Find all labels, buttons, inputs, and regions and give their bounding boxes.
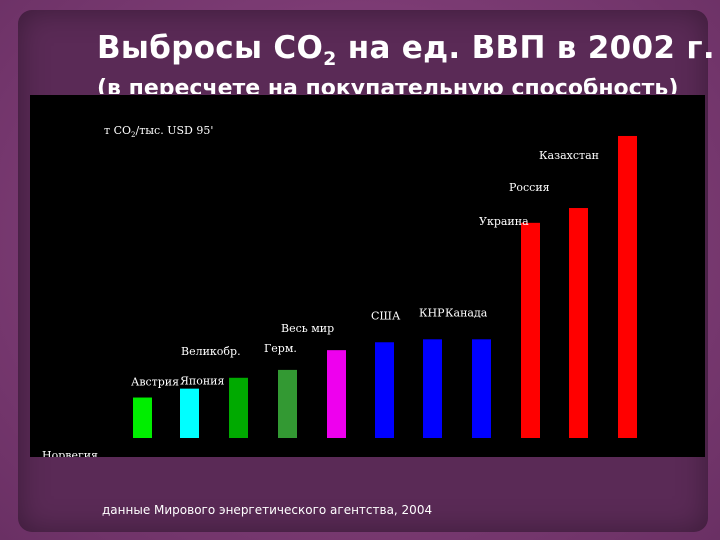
bar-label-austria: Австрия — [131, 376, 179, 389]
bar-label-usa: США — [371, 309, 401, 322]
y-axis-label: т СО2/тыс. USD 95' — [104, 124, 213, 139]
bar-label-canada: Канада — [445, 306, 488, 319]
y-axis-label-pre: т СО — [104, 124, 132, 137]
y-axis-label-post: /тыс. USD 95' — [135, 124, 214, 137]
bar-label-russia: Россия — [509, 181, 550, 194]
bar-label-kazakhstan: Казахстан — [539, 149, 599, 162]
bar-japan — [180, 388, 199, 438]
bar-chart: Норвегия Австрия Япония Великобр. Герм. Весь … — [42, 135, 637, 457]
bar-label-uk: Великобр. — [181, 345, 241, 358]
bar-russia — [569, 208, 588, 438]
slide-title: Выбросы CO2 на ед. ВВП в 2002 г. — [97, 30, 715, 70]
bar-label-germany: Герм. — [264, 342, 297, 355]
bar-china — [423, 339, 442, 438]
bar-world — [327, 350, 346, 438]
bar-label-ukraine: Украина — [479, 215, 529, 228]
bar-kazakhstan — [618, 135, 637, 438]
bar-austria — [133, 397, 152, 438]
slide-subtitle: (в пересчете на покупательную способност… — [97, 76, 677, 94]
bar-ukraine — [521, 222, 540, 438]
bar-label-world: Весь мир — [281, 322, 334, 335]
bar-label-norway: Норвегия — [42, 449, 98, 457]
title-main: Выбросы CO — [97, 30, 324, 66]
bar-label-china: КНР — [419, 306, 445, 319]
bar-canada — [472, 339, 491, 438]
bar-germany — [278, 369, 297, 438]
title-subscript: 2 — [323, 48, 337, 71]
bar-usa — [375, 342, 394, 438]
bar-label-japan: Япония — [180, 375, 225, 388]
source-note: данные Мирового энергетического агентств… — [102, 503, 433, 517]
bar-uk — [229, 377, 248, 438]
chart-area: т СО2/тыс. USD 95' Норвегия Австрия Япония… — [30, 95, 705, 457]
y-axis-label-sub: 2 — [131, 131, 136, 140]
title-rest: на ед. ВВП в 2002 г. — [336, 30, 715, 66]
